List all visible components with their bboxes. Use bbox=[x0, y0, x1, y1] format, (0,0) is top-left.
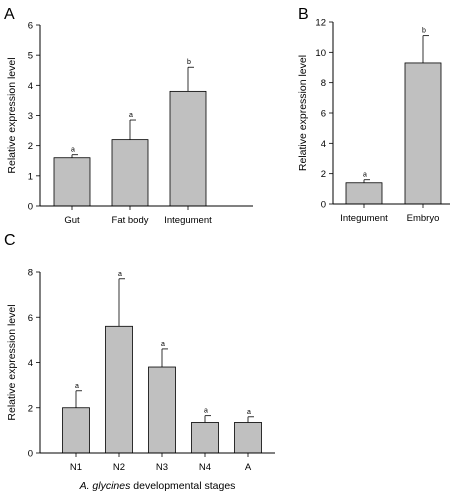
x-axis-label: A. glycines developmental stages bbox=[79, 480, 236, 492]
y-tick-label: 4 bbox=[321, 139, 326, 150]
bar bbox=[345, 182, 383, 205]
bar bbox=[111, 139, 149, 207]
x-tick-label: Embryo bbox=[407, 213, 440, 224]
x-tick-label: A bbox=[245, 462, 252, 473]
chart-panel-a: Aa a b 0 1 2 3 4 5 6 Gut Fat body Integument Relative… bbox=[4, 6, 253, 226]
x-tick-label: N1 bbox=[70, 462, 82, 473]
bar bbox=[169, 90, 207, 207]
bar bbox=[404, 62, 442, 205]
y-tick-label: 6 bbox=[28, 21, 33, 32]
x-tick-label: N3 bbox=[156, 462, 168, 473]
significance-label: a bbox=[75, 383, 79, 390]
y-tick-label: 10 bbox=[315, 48, 326, 59]
y-tick-label: 0 bbox=[28, 449, 33, 460]
y-tick-label: 0 bbox=[321, 200, 326, 211]
y-tick-label: 0 bbox=[28, 202, 33, 213]
x-tick-label: N4 bbox=[199, 462, 211, 473]
chart-panel-b: Ba b 0 2 4 6 8 10 12 Integument Embryo Relative exp… bbox=[297, 6, 450, 224]
panel-letter: B bbox=[298, 6, 309, 23]
bar bbox=[148, 366, 176, 454]
x-tick-label: Fat body bbox=[112, 215, 149, 226]
significance-label: b bbox=[422, 28, 426, 35]
significance-label: a bbox=[247, 409, 251, 416]
y-tick-label: 8 bbox=[28, 268, 33, 279]
significance-label: a bbox=[129, 112, 133, 119]
bar bbox=[191, 422, 219, 454]
chart-panel-c: Ca a a a a 0 2 4 6 8 N1 N2 N3 N4 A Relative expression … bbox=[4, 232, 275, 492]
y-axis-label: Relative expression level bbox=[297, 55, 309, 171]
y-tick-label: 3 bbox=[28, 111, 33, 122]
bar bbox=[234, 422, 262, 454]
bar bbox=[53, 157, 91, 207]
y-tick-label: 12 bbox=[315, 18, 326, 29]
significance-label: b bbox=[187, 59, 191, 66]
y-tick-label: 5 bbox=[28, 51, 33, 62]
x-tick-label: Integument bbox=[340, 213, 388, 224]
x-tick-label: Integument bbox=[164, 215, 212, 226]
significance-label: a bbox=[118, 271, 122, 278]
y-axis-label: Relative expression level bbox=[6, 57, 18, 173]
x-tick-label: Gut bbox=[64, 215, 80, 226]
significance-label: a bbox=[363, 172, 367, 179]
y-tick-label: 1 bbox=[28, 171, 33, 182]
significance-label: a bbox=[71, 147, 75, 154]
y-tick-label: 2 bbox=[28, 141, 33, 152]
significance-label: a bbox=[161, 341, 165, 348]
y-tick-label: 8 bbox=[321, 78, 326, 89]
panel-letter: C bbox=[4, 232, 16, 249]
y-tick-label: 6 bbox=[28, 313, 33, 324]
y-tick-label: 2 bbox=[321, 169, 326, 180]
y-tick-label: 4 bbox=[28, 81, 33, 92]
y-tick-label: 2 bbox=[28, 403, 33, 414]
significance-label: a bbox=[204, 408, 208, 415]
bar bbox=[105, 325, 133, 454]
y-axis-label: Relative expression level bbox=[6, 304, 18, 420]
bar bbox=[62, 407, 90, 454]
y-tick-label: 6 bbox=[321, 109, 326, 120]
panel-letter: A bbox=[4, 6, 15, 23]
x-axis-label-text: developmental stages bbox=[133, 480, 235, 492]
y-tick-label: 4 bbox=[28, 358, 33, 369]
x-tick-label: N2 bbox=[113, 462, 125, 473]
x-axis-label-italic: A. glycines bbox=[79, 480, 134, 492]
